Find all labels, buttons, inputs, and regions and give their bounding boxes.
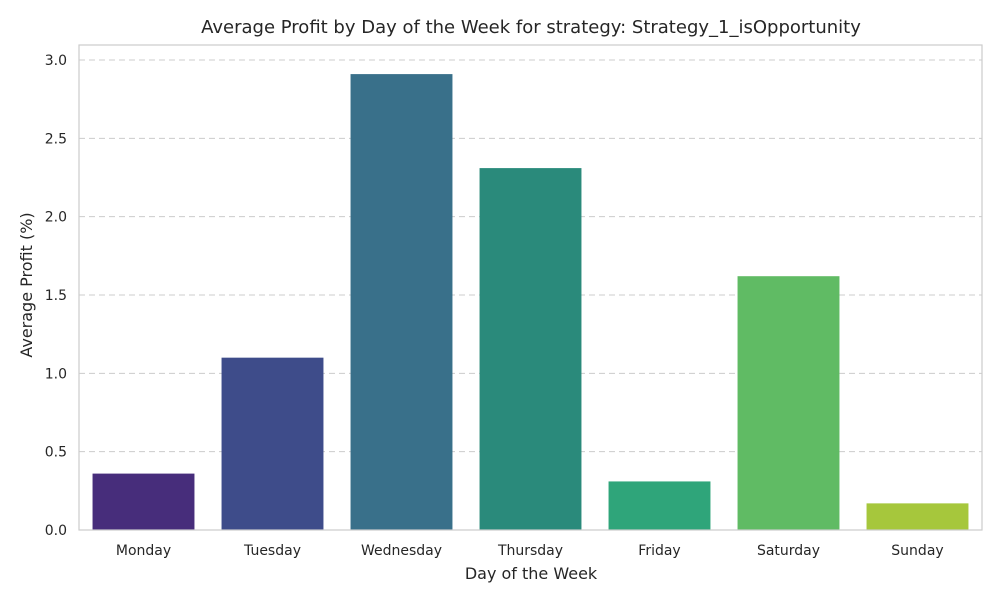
bar-wednesday: [350, 74, 453, 530]
x-tick-label: Saturday: [757, 543, 820, 559]
bar-tuesday: [221, 357, 324, 530]
y-tick-label: 1.0: [45, 366, 67, 382]
chart-title: Average Profit by Day of the Week for st…: [201, 17, 861, 38]
y-tick-label: 3.0: [45, 53, 67, 69]
y-tick-label: 0.0: [45, 523, 67, 539]
x-tick-label: Monday: [116, 543, 171, 559]
bar-friday: [608, 481, 711, 530]
x-tick-label: Wednesday: [361, 543, 442, 559]
y-tick-label: 2.0: [45, 210, 67, 226]
x-tick-label: Sunday: [891, 543, 943, 559]
bars: [92, 74, 969, 530]
y-tick-label: 1.5: [45, 288, 67, 304]
bar-saturday: [737, 276, 840, 530]
x-tick-label: Tuesday: [243, 543, 301, 559]
x-tick-label: Friday: [638, 543, 680, 559]
x-tick-label: Thursday: [497, 543, 563, 559]
y-axis-ticks: 0.0 0.5 1.0 1.5 2.0 2.5 3.0: [45, 53, 67, 539]
bar-monday: [92, 473, 195, 530]
bar-thursday: [479, 168, 582, 530]
bar-sunday: [866, 503, 969, 530]
x-axis-label: Day of the Week: [465, 564, 598, 583]
plot-frame: [78, 44, 983, 531]
y-tick-label: 2.5: [45, 131, 67, 147]
x-axis-ticks: Monday Tuesday Wednesday Thursday Friday Satu…: [116, 543, 944, 559]
y-axis-label: Average Profit (%): [17, 212, 36, 357]
y-tick-label: 0.5: [45, 445, 67, 461]
